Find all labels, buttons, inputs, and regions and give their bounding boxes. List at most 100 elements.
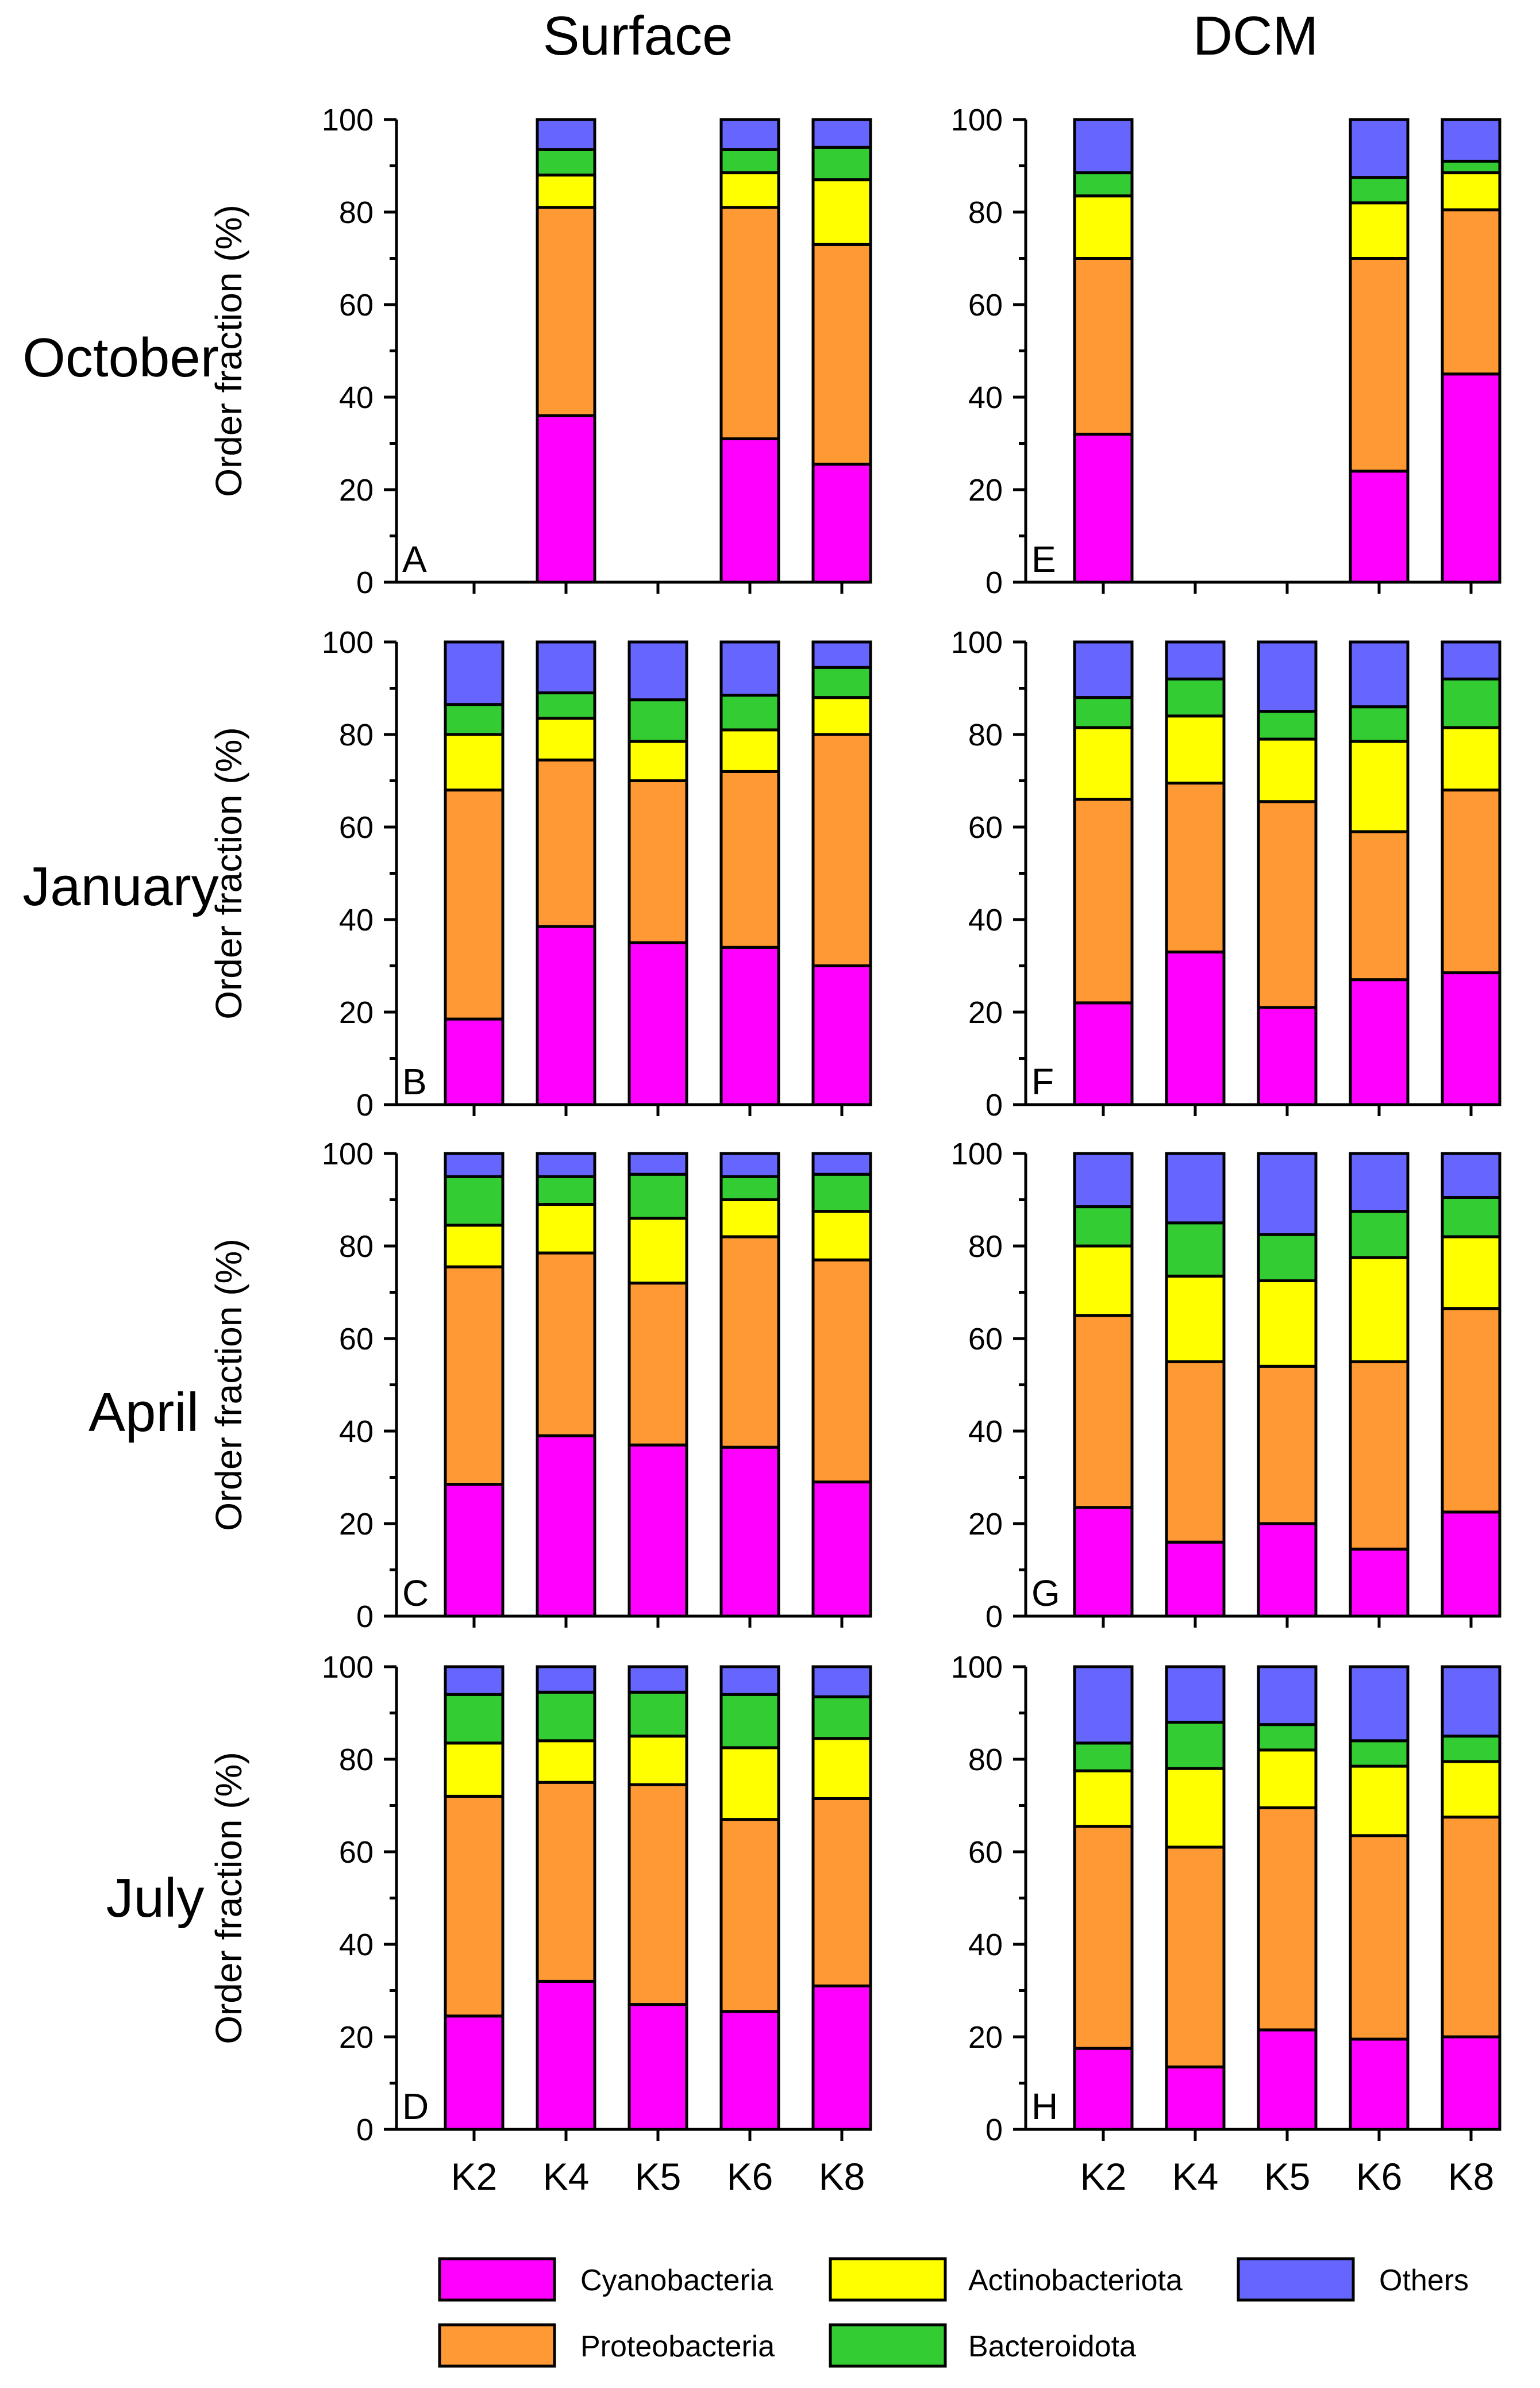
bar-segment-proteobacteria-k6 bbox=[719, 1235, 780, 1449]
bar-segment-proteobacteria-k6 bbox=[1349, 257, 1410, 473]
bar-segment-others-k6 bbox=[1349, 118, 1410, 179]
y-tick-label: 100 bbox=[322, 103, 374, 137]
bar-segment-others-k8 bbox=[811, 640, 872, 669]
y-tick-label: 80 bbox=[339, 1743, 374, 1777]
bar-segment-others-k5 bbox=[627, 640, 688, 702]
bar-segment-others-k6 bbox=[1349, 1665, 1410, 1743]
bar-segment-cyanobacteria-k2 bbox=[1073, 2047, 1134, 2131]
row-label-january: January bbox=[22, 856, 219, 917]
bar-segment-cyanobacteria-k8 bbox=[811, 964, 872, 1106]
y-tick-label: 100 bbox=[322, 625, 374, 660]
y-tick-label: 80 bbox=[968, 1229, 1003, 1264]
y-tick-label: 100 bbox=[951, 625, 1003, 660]
bar-segment-others-k4 bbox=[536, 118, 596, 151]
bar-segment-bacteroidota-k4 bbox=[536, 1175, 596, 1206]
bar-segment-others-k4 bbox=[1165, 1665, 1226, 1724]
column-title-dcm: DCM bbox=[1193, 5, 1319, 67]
panel-letter-a: A bbox=[402, 539, 427, 580]
y-tick-label: 60 bbox=[968, 1835, 1003, 1870]
y-tick-label: 40 bbox=[968, 380, 1003, 415]
bar-segment-cyanobacteria-k4 bbox=[1165, 950, 1226, 1106]
bar-segment-proteobacteria-k5 bbox=[627, 1783, 688, 2006]
bar-segment-cyanobacteria-k8 bbox=[1441, 2035, 1502, 2131]
bar-segment-others-k6 bbox=[719, 118, 780, 151]
bar-segment-others-k5 bbox=[1257, 1152, 1318, 1236]
panel-letter-e: E bbox=[1031, 539, 1056, 580]
bar-segment-proteobacteria-k4 bbox=[536, 1251, 596, 1437]
bar-segment-actinobacteriota-k8 bbox=[811, 696, 872, 736]
bar-segment-bacteroidota-k6 bbox=[719, 1693, 780, 1749]
bar-segment-others-k8 bbox=[1441, 640, 1502, 680]
bar-segment-proteobacteria-k4 bbox=[1165, 1360, 1226, 1544]
bar-segment-others-k2 bbox=[1073, 640, 1134, 699]
bar-segment-others-k8 bbox=[811, 1665, 872, 1698]
bar-segment-others-k5 bbox=[627, 1152, 688, 1176]
bar-segment-bacteroidota-k5 bbox=[1257, 1723, 1318, 1752]
bar-segment-actinobacteriota-k8 bbox=[1441, 1760, 1502, 1819]
bar-segment-proteobacteria-k5 bbox=[627, 1281, 688, 1447]
y-tick-label: 0 bbox=[356, 566, 374, 600]
bar-segment-proteobacteria-k8 bbox=[1441, 789, 1502, 975]
bar-segment-actinobacteriota-k6 bbox=[719, 1746, 780, 1821]
bar-segment-others-k4 bbox=[536, 640, 596, 695]
bar-segment-cyanobacteria-k4 bbox=[536, 925, 596, 1106]
bar-segment-proteobacteria-k2 bbox=[1073, 1825, 1134, 2050]
bar-segment-bacteroidota-k4 bbox=[536, 148, 596, 177]
panel-e: 0 20 40 60 80 100 E bbox=[951, 103, 1502, 600]
bar-segment-cyanobacteria-k5 bbox=[627, 2003, 688, 2131]
bar-segment-actinobacteriota-k8 bbox=[1441, 171, 1502, 212]
bar-segment-bacteroidota-k8 bbox=[1441, 1195, 1502, 1239]
bar-segment-proteobacteria-k6 bbox=[1349, 830, 1410, 982]
bar-segment-others-k8 bbox=[1441, 118, 1502, 163]
bar-segment-actinobacteriota-k4 bbox=[536, 1739, 596, 1784]
bar-segment-others-k8 bbox=[1441, 1152, 1502, 1199]
x-tick-label-k8: K8 bbox=[1448, 2155, 1495, 2198]
x-tick-label-k2: K2 bbox=[451, 2155, 498, 2198]
y-tick-label: 60 bbox=[339, 1322, 374, 1356]
bar-segment-actinobacteriota-k2 bbox=[444, 1224, 505, 1268]
y-axis-title: Order fraction (%) bbox=[208, 1239, 249, 1531]
legend-label-cyanobacteria: Cyanobacteria bbox=[580, 2264, 773, 2297]
bar-segment-bacteroidota-k8 bbox=[811, 1172, 872, 1213]
y-tick-label: 100 bbox=[951, 1137, 1003, 1171]
row-label-october: October bbox=[22, 327, 218, 389]
bar-segment-bacteroidota-k4 bbox=[1165, 1221, 1226, 1278]
y-tick-label: 100 bbox=[322, 1137, 374, 1171]
y-tick-label: 20 bbox=[339, 995, 374, 1030]
x-tick-label-k5: K5 bbox=[1264, 2155, 1311, 2198]
bar-segment-bacteroidota-k5 bbox=[1257, 710, 1318, 741]
bar-segment-cyanobacteria-k8 bbox=[1441, 1510, 1502, 1618]
bar-segment-bacteroidota-k6 bbox=[1349, 705, 1410, 743]
y-tick-label: 20 bbox=[339, 473, 374, 507]
y-tick-label: 80 bbox=[339, 195, 374, 230]
y-tick-label: 20 bbox=[968, 2020, 1003, 2055]
bar-segment-bacteroidota-k4 bbox=[1165, 677, 1226, 718]
bar-segment-cyanobacteria-k6 bbox=[1349, 978, 1410, 1106]
y-tick-label: 80 bbox=[968, 1743, 1003, 1777]
panel-c: 0 20 40 60 80 100 Order fraction (%) C bbox=[208, 1137, 872, 1634]
bar-segment-others-k2 bbox=[444, 1665, 505, 1696]
bar-segment-actinobacteriota-k8 bbox=[1441, 1235, 1502, 1310]
y-tick-label: 20 bbox=[968, 995, 1003, 1030]
y-tick-label: 20 bbox=[339, 1507, 374, 1541]
bar-segment-cyanobacteria-k8 bbox=[811, 1984, 872, 2131]
bar-segment-actinobacteriota-k6 bbox=[1349, 740, 1410, 833]
legend-swatch-bacteroidota bbox=[829, 2323, 947, 2368]
bar-segment-proteobacteria-k6 bbox=[1349, 1360, 1410, 1551]
panel-d: 0 20 40 60 80 100 Order fraction (%) K2 K4 K5 K6 K8… bbox=[208, 1650, 872, 2198]
bar-segment-actinobacteriota-k5 bbox=[1257, 1279, 1318, 1368]
bar-segment-proteobacteria-k4 bbox=[1165, 782, 1226, 953]
bar-segment-others-k8 bbox=[1441, 1665, 1502, 1738]
legend-label-actinobacteriota: Actinobacteriota bbox=[968, 2264, 1183, 2297]
bar-segment-bacteroidota-k2 bbox=[444, 703, 505, 736]
bar-segment-actinobacteriota-k5 bbox=[1257, 1748, 1318, 1810]
bar-segment-cyanobacteria-k6 bbox=[719, 945, 780, 1106]
bar-segment-others-k8 bbox=[811, 1152, 872, 1176]
bar-segment-cyanobacteria-k6 bbox=[1349, 1547, 1410, 1618]
bar-segment-proteobacteria-k4 bbox=[1165, 1845, 1226, 2068]
bar-segment-proteobacteria-k8 bbox=[1441, 208, 1502, 376]
bar-segment-cyanobacteria-k5 bbox=[1257, 1006, 1318, 1106]
bar-segment-proteobacteria-k5 bbox=[1257, 1364, 1318, 1525]
bar-segment-actinobacteriota-k6 bbox=[1349, 1764, 1410, 1837]
panel-b: 0 20 40 60 80 100 Order fraction (%) B bbox=[208, 625, 872, 1122]
